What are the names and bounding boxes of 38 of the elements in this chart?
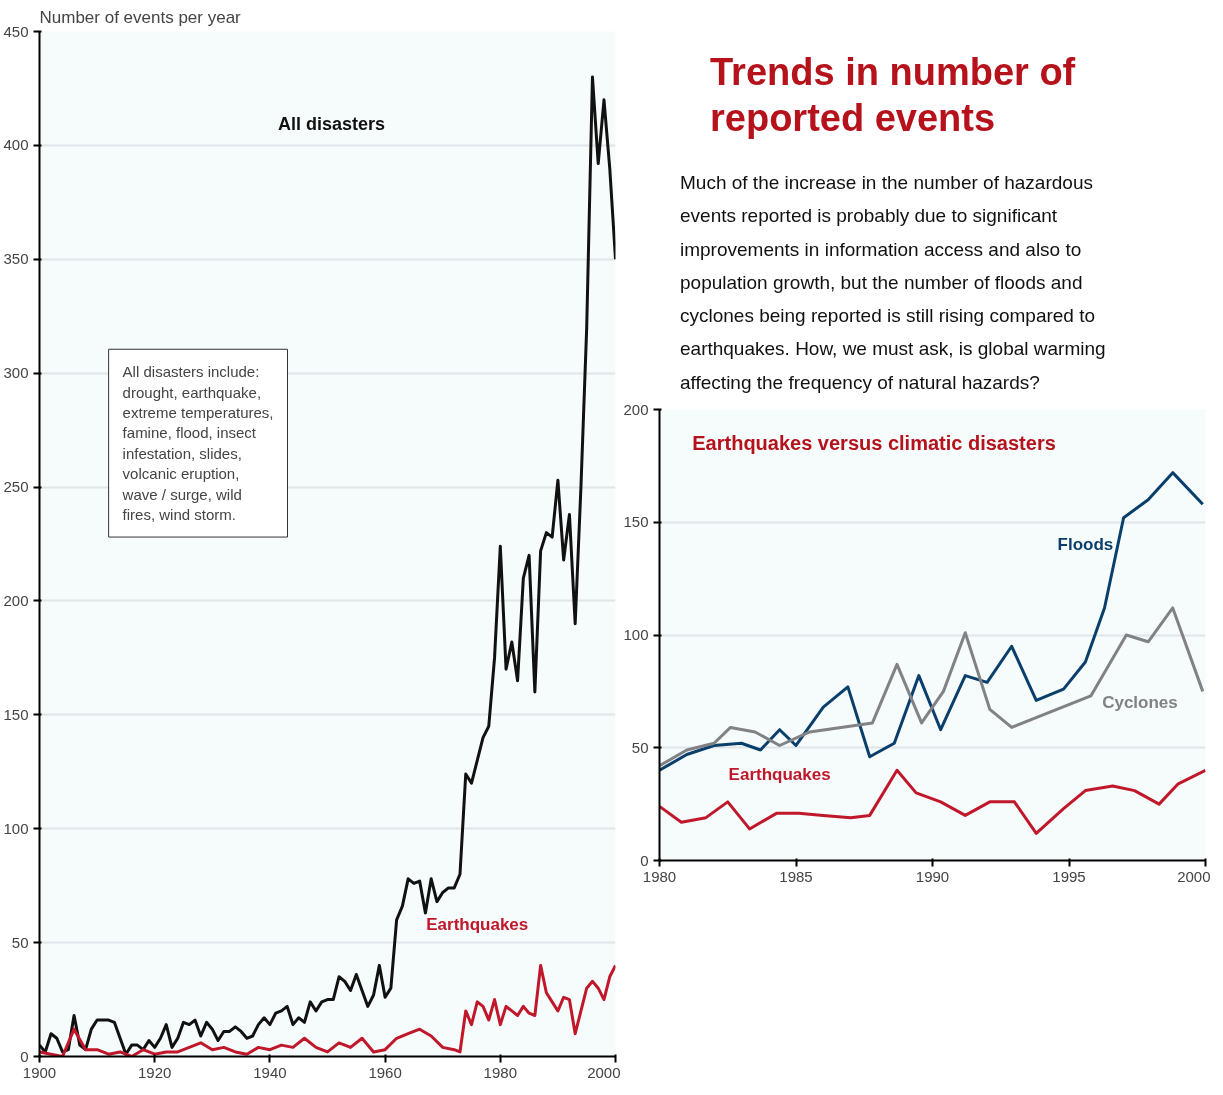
y-tick-label: 0 — [20, 1047, 29, 1065]
y-tick-label: 200 — [623, 400, 649, 418]
line-series — [659, 606, 1205, 768]
y-axis-title: Number of events per year — [39, 7, 242, 27]
x-tick-label: 1960 — [368, 1063, 402, 1081]
x-tick-label: 1940 — [253, 1063, 287, 1081]
series-label: Earthquakes — [728, 764, 831, 784]
y-tick-label: 150 — [623, 513, 649, 531]
text: Much of the increase in the number of hazardous events reported is probably due to significant improvements in information access and also to population growth, but the number of floods and cyclones being reported is still rising compared to earthquakes. How, we must ask, is global warming affecting the frequency of natural hazards? — [680, 171, 1107, 395]
x-tick-label: 1980 — [483, 1063, 517, 1081]
x-tick-label: 1995 — [1052, 867, 1086, 885]
series-label: Cyclones — [1102, 692, 1178, 712]
series-label: Floods — [1057, 534, 1114, 554]
text: Earthquakes — [426, 914, 529, 934]
y-tick-label: 350 — [3, 250, 29, 268]
y-tick-label: 300 — [3, 364, 29, 382]
x-tick-label: 1920 — [138, 1063, 172, 1081]
text: Earthquakes versus climatic disasters — [692, 431, 1056, 454]
x-tick-label: 1980 — [642, 867, 677, 885]
y-tick-label: 400 — [3, 136, 29, 154]
x-tick-label: 1990 — [915, 867, 950, 885]
x-tick-label: 2000 — [587, 1063, 621, 1081]
line-series — [659, 768, 1206, 835]
x-tick-label: 1900 — [22, 1063, 57, 1081]
y-tick-label: 50 — [631, 738, 649, 756]
text: Trends in number of reported events — [710, 50, 1077, 141]
x-tick-label: 1985 — [779, 867, 813, 885]
y-tick-label: 0 — [640, 851, 649, 869]
y-tick-label: 200 — [3, 591, 29, 609]
annotation: All disasters include: drought, earthquake, extreme temperatures, famine, flood, insect infestation, slides, volcanic eruption, wave / surge, wild fires, wind storm. — [121, 363, 274, 524]
y-tick-label: 450 — [3, 22, 29, 40]
y-tick-label: 50 — [11, 933, 29, 951]
y-tick-label: 100 — [3, 819, 29, 837]
y-tick-label: 250 — [3, 478, 29, 496]
x-tick-label: 2000 — [1177, 867, 1211, 885]
y-tick-label: 150 — [3, 705, 29, 723]
text: All disasters — [278, 114, 386, 134]
y-tick-label: 100 — [623, 625, 649, 643]
